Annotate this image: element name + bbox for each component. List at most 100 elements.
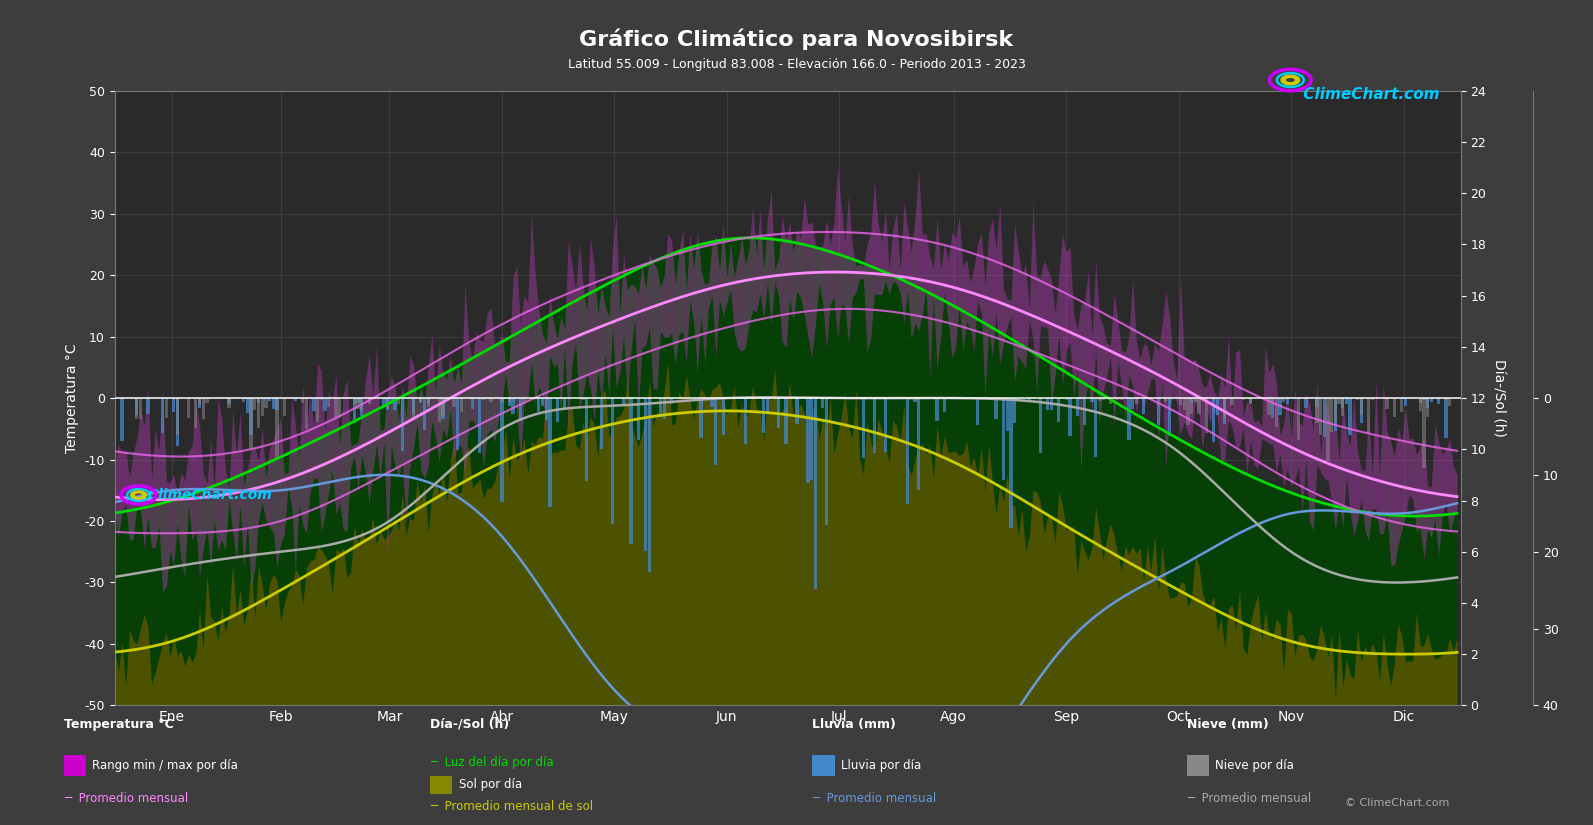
Bar xyxy=(699,398,703,438)
Bar xyxy=(304,398,307,429)
Bar xyxy=(714,398,717,465)
Bar xyxy=(264,398,268,408)
Bar xyxy=(918,398,921,490)
Bar xyxy=(209,398,212,399)
Bar xyxy=(621,398,626,406)
Bar xyxy=(710,398,714,408)
Bar xyxy=(472,398,475,409)
Bar xyxy=(411,398,416,413)
Bar xyxy=(1305,398,1308,408)
Bar xyxy=(1069,398,1072,436)
Bar xyxy=(382,398,386,407)
Bar xyxy=(390,398,393,404)
Bar xyxy=(500,398,503,502)
Bar xyxy=(637,398,640,440)
Bar xyxy=(250,398,253,449)
Bar xyxy=(113,398,116,401)
Text: Latitud 55.009 - Longitud 83.008 - Elevación 166.0 - Periodo 2013 - 2023: Latitud 55.009 - Longitud 83.008 - Eleva… xyxy=(567,58,1026,71)
Text: ─  Promedio mensual: ─ Promedio mensual xyxy=(1187,792,1311,805)
Bar xyxy=(1039,398,1042,454)
Bar xyxy=(441,398,444,416)
Bar xyxy=(811,398,814,480)
Bar xyxy=(357,398,360,409)
Bar xyxy=(1223,398,1227,418)
Text: Rango min / max por día: Rango min / max por día xyxy=(92,759,239,772)
Bar xyxy=(523,398,526,403)
Bar xyxy=(186,398,190,417)
Bar xyxy=(147,398,150,414)
Bar xyxy=(1109,398,1112,404)
Bar xyxy=(777,398,781,428)
Bar xyxy=(722,398,725,435)
Bar xyxy=(261,398,264,416)
Bar xyxy=(397,398,400,404)
Bar xyxy=(1370,398,1373,400)
Bar xyxy=(1168,398,1171,436)
Text: Gráfico Climático para Novosibirsk: Gráfico Climático para Novosibirsk xyxy=(580,29,1013,50)
Bar xyxy=(256,398,260,428)
Bar xyxy=(438,398,441,422)
Bar xyxy=(795,398,798,424)
Bar xyxy=(198,398,201,405)
Bar xyxy=(1223,398,1227,424)
Bar xyxy=(999,398,1002,399)
Bar xyxy=(784,398,787,445)
Bar xyxy=(1212,398,1215,442)
Bar xyxy=(1418,398,1423,403)
Bar xyxy=(315,398,319,422)
Bar xyxy=(994,398,997,419)
Bar xyxy=(629,398,632,399)
Bar xyxy=(282,398,287,417)
Bar xyxy=(1249,398,1252,403)
Bar xyxy=(862,398,865,458)
Bar xyxy=(228,398,231,404)
Text: ClimeChart.com: ClimeChart.com xyxy=(1298,87,1440,101)
Bar xyxy=(545,398,548,420)
Bar xyxy=(1050,398,1053,410)
Bar xyxy=(1338,398,1341,403)
Bar xyxy=(135,398,139,419)
Bar xyxy=(357,398,360,403)
Bar xyxy=(1134,398,1137,404)
Text: Día-/Sol (h): Día-/Sol (h) xyxy=(430,718,510,731)
Bar xyxy=(1418,398,1423,411)
Bar xyxy=(629,398,632,544)
Bar xyxy=(452,398,456,407)
Bar xyxy=(1010,398,1013,528)
Bar xyxy=(386,398,389,411)
Text: Nieve (mm): Nieve (mm) xyxy=(1187,718,1268,731)
Bar xyxy=(1426,398,1429,408)
Bar xyxy=(1429,398,1434,402)
Bar xyxy=(393,398,397,410)
Bar xyxy=(419,398,422,402)
Bar xyxy=(139,398,142,419)
Bar xyxy=(766,398,769,414)
Bar xyxy=(1344,398,1348,403)
Bar xyxy=(1359,398,1364,415)
Bar xyxy=(825,398,828,526)
Bar xyxy=(113,398,116,408)
Bar xyxy=(1271,398,1274,418)
Bar xyxy=(1319,398,1322,435)
Bar xyxy=(352,398,357,422)
Bar xyxy=(419,398,422,403)
Bar xyxy=(671,398,674,404)
Text: ─  Promedio mensual: ─ Promedio mensual xyxy=(812,792,937,805)
Bar xyxy=(601,398,604,450)
Bar xyxy=(1423,398,1426,400)
Bar xyxy=(1075,398,1078,399)
Bar xyxy=(1316,398,1319,407)
Bar xyxy=(301,398,304,403)
Bar xyxy=(1198,398,1201,414)
Bar xyxy=(1157,398,1160,425)
Bar xyxy=(327,398,330,407)
Bar xyxy=(578,398,581,399)
Bar xyxy=(814,398,817,588)
Bar xyxy=(320,398,323,400)
Bar xyxy=(977,398,980,425)
Bar xyxy=(335,398,338,417)
Text: Temperatura °C: Temperatura °C xyxy=(64,718,174,731)
Bar xyxy=(276,398,279,459)
Bar xyxy=(884,398,887,451)
Bar xyxy=(1386,398,1389,409)
